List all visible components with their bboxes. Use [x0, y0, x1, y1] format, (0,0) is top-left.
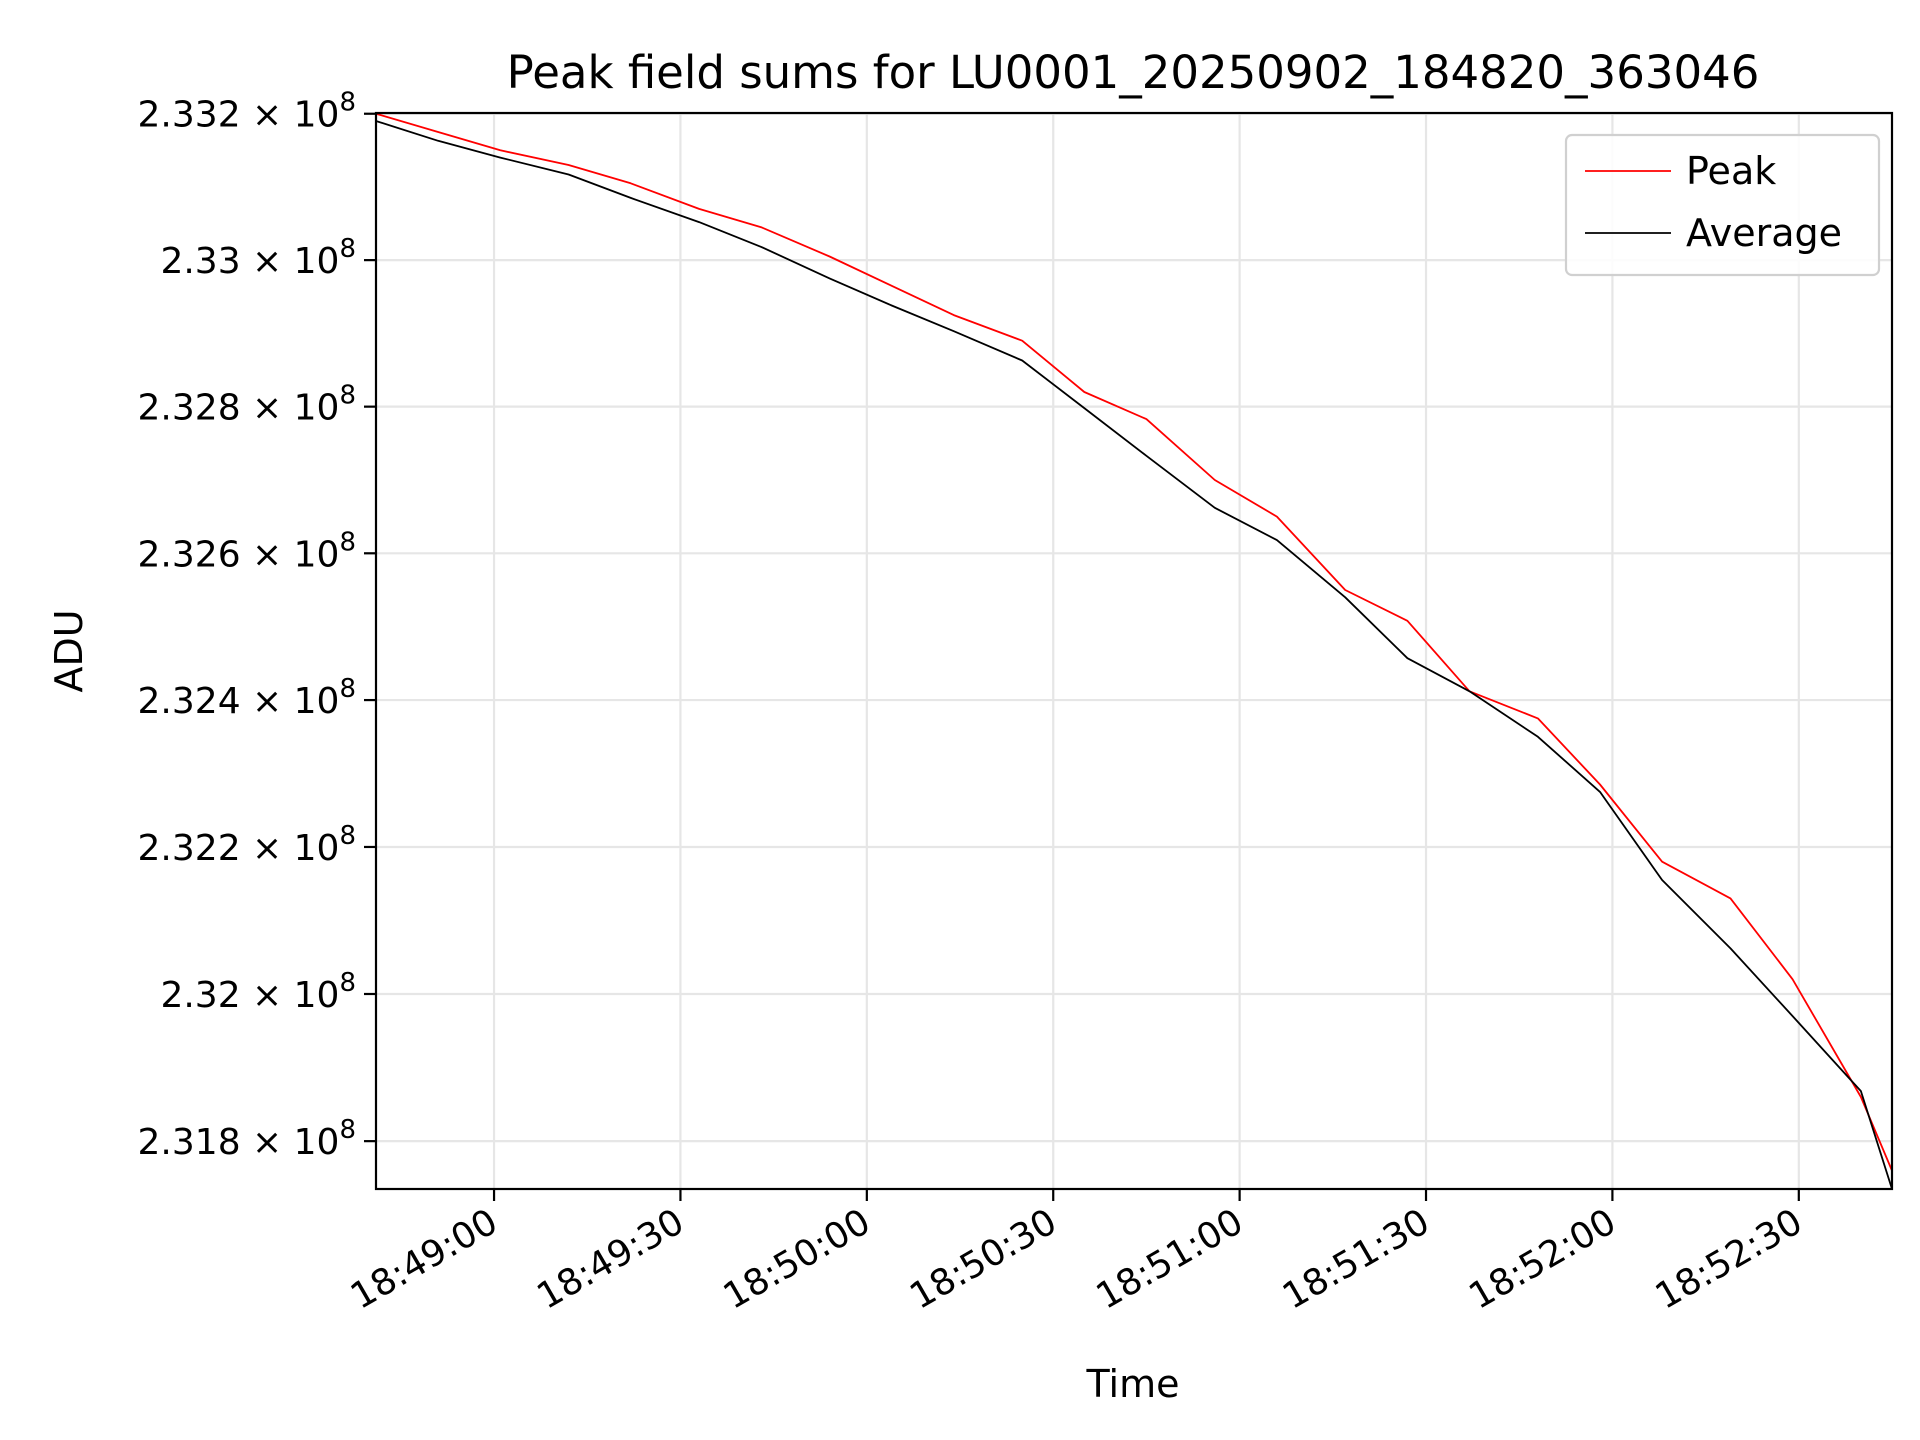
y-tick-label: 2.324 × 108 [138, 674, 356, 722]
series-line-average [375, 120, 1893, 1190]
series-line-peak [375, 112, 1893, 1171]
x-tick-label: 18:52:00 [1462, 1201, 1623, 1317]
y-tick-label: 2.328 × 108 [138, 381, 356, 429]
y-axis: 2.318 × 108 2.32 × 108 2.322 × 108 2.324 × … [138, 88, 376, 1163]
y-axis-title: ADU [47, 609, 91, 692]
x-axis: 18:49:00 18:49:30 18:50:00 18:50:30 18:51:00… [344, 1189, 1809, 1318]
x-tick-label: 18:51:30 [1276, 1201, 1437, 1317]
legend-label: Average [1686, 211, 1842, 255]
x-tick-label: 18:52:30 [1649, 1201, 1810, 1317]
x-tick-label: 18:50:00 [717, 1201, 878, 1317]
x-tick-label: 18:51:00 [1090, 1201, 1251, 1317]
y-tick-label: 2.33 × 108 [160, 234, 356, 282]
legend-label: Peak [1686, 149, 1776, 193]
grid [376, 112, 1892, 1189]
x-tick-label: 18:49:00 [344, 1201, 505, 1317]
legend: Peak Average [1564, 133, 1881, 277]
x-axis-title: Time [1086, 1362, 1180, 1406]
y-tick-label: 2.326 × 108 [138, 527, 356, 575]
x-tick-label: 18:49:30 [530, 1201, 691, 1317]
y-tick-label: 2.318 × 108 [138, 1115, 356, 1163]
x-tick-label: 18:50:30 [903, 1201, 1064, 1317]
y-tick-label: 2.32 × 108 [160, 968, 356, 1016]
chart-title: Peak field sums for LU0001_20250902_1848… [507, 46, 1760, 99]
y-tick-label: 2.332 × 108 [138, 88, 356, 136]
plot-frame [374, 111, 1894, 1191]
legend-box [1564, 133, 1881, 277]
series-layer [375, 112, 1893, 1190]
y-tick-label: 2.322 × 108 [138, 821, 356, 869]
